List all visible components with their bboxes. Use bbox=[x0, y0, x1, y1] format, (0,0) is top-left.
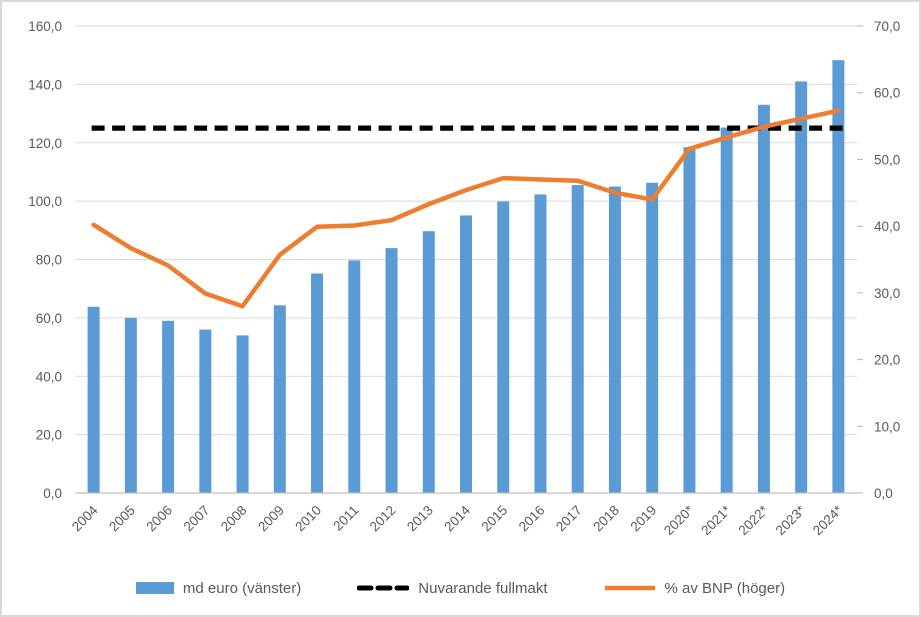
bar-2007 bbox=[199, 329, 212, 493]
left-axis-label-40: 40,0 bbox=[36, 369, 62, 384]
x-axis-label-2011: 2011 bbox=[330, 503, 361, 534]
bar-2008 bbox=[236, 335, 249, 493]
bar-series-swatch bbox=[135, 582, 174, 594]
right-axis-label-40: 40,0 bbox=[874, 219, 900, 234]
bar-2015 bbox=[497, 201, 510, 493]
left-axis-label-100: 100,0 bbox=[28, 194, 62, 209]
left-axis-label-140: 140,0 bbox=[28, 77, 62, 92]
bar-2018 bbox=[608, 186, 621, 493]
right-axis-label-0: 0,0 bbox=[874, 486, 893, 501]
legend-label-fullmakt: Nuvarande fullmakt bbox=[418, 579, 548, 597]
legend-label-bnp: % av BNP (höger) bbox=[664, 579, 786, 597]
dashed-line-series-swatch bbox=[357, 585, 410, 591]
left-axis-label-60: 60,0 bbox=[36, 311, 62, 326]
x-axis-label-2009: 2009 bbox=[255, 503, 287, 535]
left-axis-label-20: 20,0 bbox=[36, 428, 62, 443]
legend-item-md-euro: md euro (vänster) bbox=[135, 579, 302, 597]
bar-2009 bbox=[273, 305, 286, 493]
x-axis-label-2012: 2012 bbox=[367, 503, 399, 535]
x-axis-label-2013: 2013 bbox=[404, 503, 436, 535]
x-axis-label-2022*: 2022* bbox=[735, 502, 771, 538]
bar-2012 bbox=[385, 248, 398, 493]
right-axis-label-20: 20,0 bbox=[874, 353, 900, 368]
right-axis-label-10: 10,0 bbox=[874, 419, 900, 434]
legend-item-fullmakt: Nuvarande fullmakt bbox=[357, 579, 548, 597]
x-axis-label-2014: 2014 bbox=[441, 502, 473, 534]
chart-legend: md euro (vänster) Nuvarande fullmakt % a… bbox=[2, 573, 919, 603]
bar-2020* bbox=[683, 147, 696, 494]
left-axis-label-0: 0,0 bbox=[43, 486, 62, 501]
bar-2019 bbox=[646, 182, 659, 493]
bar-2024* bbox=[832, 60, 845, 493]
bar-2022* bbox=[757, 104, 770, 494]
x-axis-label-2021*: 2021* bbox=[698, 502, 734, 538]
legend-label-md-euro: md euro (vänster) bbox=[182, 579, 302, 597]
line-series-swatch bbox=[604, 585, 655, 591]
x-axis-label-2023*: 2023* bbox=[773, 502, 809, 538]
left-axis-label-80: 80,0 bbox=[36, 253, 62, 268]
bar-2004 bbox=[87, 306, 100, 493]
bar-2010 bbox=[311, 273, 324, 493]
x-axis-label-2004: 2004 bbox=[69, 502, 101, 534]
x-axis-label-2019: 2019 bbox=[627, 503, 659, 535]
bar-2013 bbox=[422, 231, 435, 494]
x-axis-label-2024*: 2024* bbox=[810, 502, 846, 538]
bar-2006 bbox=[162, 320, 175, 493]
right-axis-label-70: 70,0 bbox=[874, 19, 900, 34]
bar-2014 bbox=[460, 215, 472, 493]
bar-2021* bbox=[720, 127, 733, 493]
x-axis-label-2010: 2010 bbox=[292, 503, 324, 535]
right-axis-label-60: 60,0 bbox=[874, 86, 900, 101]
x-axis-label-2008: 2008 bbox=[218, 503, 250, 535]
bar-2011 bbox=[348, 260, 361, 493]
x-axis-label-2015: 2015 bbox=[479, 503, 511, 535]
bar-2016 bbox=[534, 194, 547, 494]
right-axis-label-30: 30,0 bbox=[874, 286, 900, 301]
right-axis-label-50: 50,0 bbox=[874, 152, 900, 167]
legend-item-bnp: % av BNP (höger) bbox=[604, 579, 786, 597]
x-axis-label-2017: 2017 bbox=[553, 503, 585, 535]
x-axis-label-2005: 2005 bbox=[106, 503, 138, 535]
x-axis-label-2006: 2006 bbox=[143, 503, 175, 535]
bar-2005 bbox=[124, 317, 137, 493]
x-axis-label-2020*: 2020* bbox=[661, 502, 697, 538]
bar-2023* bbox=[795, 81, 808, 494]
bar-2017 bbox=[571, 185, 584, 493]
x-axis-label-2018: 2018 bbox=[590, 503, 622, 535]
x-axis-label-2016: 2016 bbox=[516, 503, 548, 535]
x-axis-label-2007: 2007 bbox=[181, 503, 213, 535]
left-axis-label-120: 120,0 bbox=[28, 136, 62, 151]
left-axis-label-160: 160,0 bbox=[28, 19, 62, 34]
bnp-line bbox=[91, 108, 841, 309]
